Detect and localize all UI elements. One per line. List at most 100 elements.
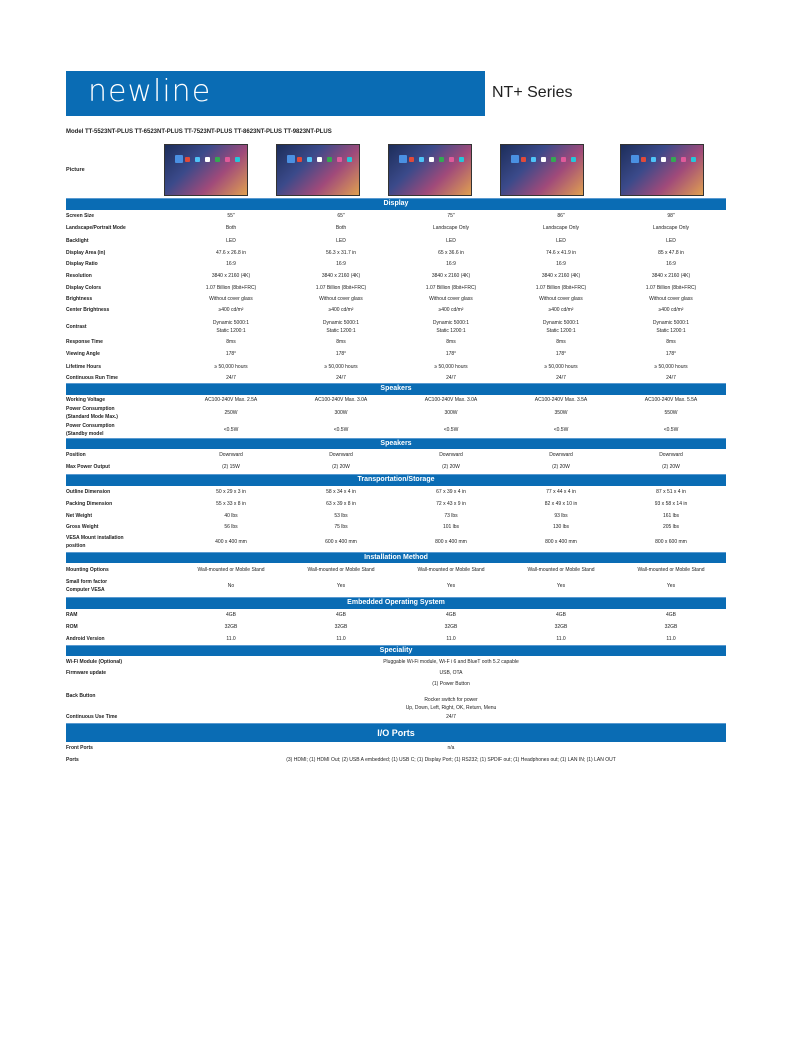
spec-value: 16:9: [666, 261, 676, 267]
spec-value: Pluggable Wi-Fi module, Wi-F i 6 and Blu…: [383, 658, 519, 665]
spec-value: 93 x 58 x 14 in: [654, 501, 688, 507]
spec-value: AC100-240V Max. 5.5A: [644, 396, 698, 403]
spec-row: Net Weight 40 lbs 53 lbs 73 lbs 93 lbs 161 lb…: [66, 510, 726, 521]
spec-value: AC100-240V Max. 3.0A: [314, 396, 368, 403]
section-title: Speakers: [66, 437, 726, 449]
product-picture: [150, 144, 262, 196]
spec-row: Ports (3) HDMI; (1) HDMI Out; (2) USB A e…: [66, 753, 726, 766]
spec-row: Screen Size 55" 65" 75" 86" 98": [66, 210, 726, 222]
spec-value: 250W: [224, 410, 238, 416]
section-title: Speakers: [66, 383, 726, 395]
spec-value: <0.5W: [333, 426, 349, 433]
spec-value: 40 lbs: [224, 512, 238, 519]
spec-value: Wall-mounted or Mobile Stand: [197, 566, 265, 573]
spec-value: Wall-mounted or Mobile Stand: [417, 566, 485, 573]
spec-value: 1.07 Billion (8bit+FRC): [425, 284, 477, 291]
section-header: Speakers: [66, 383, 726, 395]
spec-row: Lifetime Hours ≥ 50,000 hours ≥ 50,000 hou…: [66, 361, 726, 373]
spec-value: 800 x 400 mm: [435, 538, 467, 545]
display-screen-image: [388, 144, 472, 196]
spec-row: Small form factor Computer VESA No Yes Yes Y…: [66, 576, 726, 597]
spec-value: Yes: [336, 583, 346, 590]
spec-value: Without cover glass: [649, 295, 693, 302]
spec-value: 74.6 x 41.9 in: [545, 249, 577, 256]
spec-value: 16:9: [336, 261, 346, 267]
spec-value: 55": [227, 212, 235, 219]
spec-row: Power Consumption (Standard Mode Max.) 25…: [66, 405, 726, 422]
product-picture: [598, 144, 726, 196]
spec-value: Downward: [549, 452, 573, 458]
spec-label: Power Consumption (Standby model: [66, 422, 115, 437]
spec-value: 4GB: [555, 611, 566, 618]
spec-value: Dynamic 5000:1 Static 1200:1: [652, 319, 690, 334]
spec-value: 1.07 Billion (8bit+FRC): [535, 284, 587, 291]
spec-value: 11.0: [556, 635, 566, 642]
spec-row: Back Button (1) Power Button Rocker switc…: [66, 679, 726, 712]
spec-value: <0.5W: [663, 426, 679, 433]
product-picture: [262, 144, 374, 196]
spec-label: Display Colors: [66, 284, 102, 291]
spec-value: 24/7: [556, 374, 566, 381]
spec-value: (2) 20W: [662, 464, 680, 471]
spec-value: Yes: [666, 583, 676, 590]
spec-label: Gross Weight: [66, 523, 99, 530]
spec-table: Display Screen Size 55" 65" 75" 86" 98" Landsca…: [66, 198, 726, 766]
picture-label: Picture: [66, 167, 85, 173]
spec-value: Landscape Only: [432, 225, 470, 231]
spec-value: 800 x 400 mm: [545, 538, 577, 545]
spec-value: 3840 x 2160 (4K): [651, 272, 691, 279]
spec-label: Lifetime Hours: [66, 363, 102, 370]
spec-value: 8ms: [556, 339, 566, 345]
spec-label: Display Ratio: [66, 261, 98, 267]
spec-value: 75 lbs: [334, 523, 348, 530]
spec-value: 86": [557, 212, 565, 219]
section-header: Speakers: [66, 437, 726, 449]
spec-label: Contrast: [66, 323, 87, 330]
spec-value: 32GB: [444, 623, 458, 630]
spec-value: ≥400 cd/m²: [548, 307, 574, 313]
spec-value: No: [227, 583, 235, 590]
spec-value: ≥400 cd/m²: [328, 307, 354, 313]
spec-value: 56 lbs: [224, 523, 238, 530]
spec-value: 600 x 400 mm: [325, 538, 357, 545]
spec-row: Max Power Output (2) 15W (2) 20W (2) 20W (2)…: [66, 461, 726, 474]
product-picture: [486, 144, 598, 196]
spec-row: Working Voltage AC100-240V Max. 2.5A AC100…: [66, 395, 726, 405]
spec-value: 8ms: [666, 339, 676, 345]
spec-value: Downward: [219, 452, 243, 458]
section-header: Embedded Operating System: [66, 596, 726, 609]
spec-value: 3840 x 2160 (4K): [541, 272, 581, 279]
spec-row: Power Consumption (Standby model <0.5W <0.…: [66, 422, 726, 439]
spec-label: Net Weight: [66, 512, 93, 519]
spec-value: 11.0: [446, 635, 456, 642]
section-header: I/O Ports: [66, 722, 726, 742]
spec-value: 178°: [555, 351, 567, 357]
spec-label: Small form factor Computer VESA: [66, 579, 108, 594]
spec-value: 93 lbs: [554, 512, 568, 519]
spec-label: Working Voltage: [66, 396, 105, 403]
spec-row: Backlight LED LED LED LED LED: [66, 235, 726, 247]
spec-row: RAM 4GB 4GB 4GB 4GB 4GB: [66, 609, 726, 620]
spec-value: 32GB: [664, 623, 678, 630]
spec-value: 24/7: [446, 714, 456, 721]
section-title: Transportation/Storage: [66, 473, 726, 486]
spec-value: Both: [225, 225, 237, 231]
spec-row: Front Ports n/a: [66, 742, 726, 753]
spec-row: Continuous Use Time 24/7: [66, 712, 726, 723]
spec-row: VESA Mount installation position 400 x 40…: [66, 532, 726, 552]
spec-value: 55 x 33 x 8 in: [216, 501, 246, 507]
spec-value: 65": [337, 212, 345, 219]
spec-label: Response Time: [66, 339, 103, 345]
spec-label: Display Area (in): [66, 249, 106, 256]
spec-value: Yes: [446, 583, 456, 590]
product-picture: [374, 144, 486, 196]
spec-row: Wi-Fi Module (Optional) Pluggable Wi-Fi m…: [66, 656, 726, 667]
display-screen-image: [500, 144, 584, 196]
spec-value: 63 x 39 x 8 in: [326, 501, 356, 507]
spec-value: 56.3 x 31.7 in: [325, 249, 357, 256]
spec-row: Mounting Options Wall-mounted or Mobile S…: [66, 563, 726, 576]
spec-label: Firmware update: [66, 670, 107, 676]
spec-value: 300W: [334, 410, 348, 416]
section-title: Speciality: [66, 644, 726, 656]
spec-value: USB, OTA: [439, 670, 463, 676]
